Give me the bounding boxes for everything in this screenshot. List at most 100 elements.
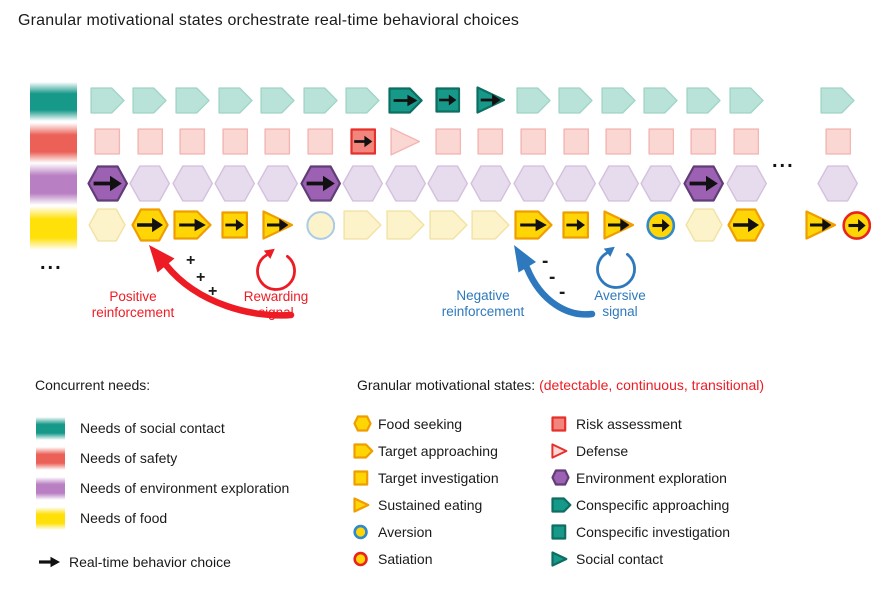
pentagon-shape xyxy=(686,86,721,114)
state-circle-faint xyxy=(299,206,342,244)
need-label: Needs of food xyxy=(80,510,168,526)
hexagon-shape xyxy=(86,164,128,202)
state-triangle-faint xyxy=(384,126,427,156)
state-label: Conspecific investigation xyxy=(576,523,731,540)
triangle-shape xyxy=(551,550,568,567)
hexagon-shape xyxy=(131,208,169,242)
plus-sign: + xyxy=(186,252,196,269)
state-pentagon-faint xyxy=(682,85,725,115)
state-pentagon-faint xyxy=(129,85,172,115)
state-pentagon-faint xyxy=(299,85,342,115)
pentagon-shape xyxy=(820,86,856,114)
pentagon-shape xyxy=(345,86,381,114)
aversive-signal-arrowhead xyxy=(603,246,615,257)
hexagon-shape xyxy=(727,208,765,242)
timeline-row-environment-exploration-tail xyxy=(796,163,880,203)
legend-state-item: Conspecific investigation xyxy=(551,518,730,545)
square-shape xyxy=(222,127,248,155)
square-shape xyxy=(221,211,249,239)
square-shape xyxy=(353,469,369,486)
pentagon-shape xyxy=(173,210,212,240)
legend-state-item: Target approaching xyxy=(353,437,499,464)
triangle-shape xyxy=(390,126,421,156)
pentagon-shape xyxy=(217,86,253,114)
minus-sign: - xyxy=(542,251,549,272)
hexagon-shape xyxy=(385,164,426,202)
state-hexagon-faint xyxy=(597,163,640,203)
hexagon-shape xyxy=(683,164,724,202)
state-pentagon-faint xyxy=(86,85,129,115)
state-label: Satiation xyxy=(378,550,433,567)
minus-sign: - xyxy=(559,282,566,303)
ellipsis-bottom-left: ... xyxy=(40,252,63,274)
pentagon-shape xyxy=(132,86,168,114)
legend-states-column-2: Risk assessment Defense Environment explor… xyxy=(551,410,730,572)
state-pentagon-faint xyxy=(384,206,427,244)
state-pentagon-faint xyxy=(512,85,555,115)
aversion-icon xyxy=(353,524,375,540)
triangle-shape xyxy=(603,210,634,240)
square-shape xyxy=(520,127,547,155)
state-square-active xyxy=(342,126,385,156)
timeline-row-food-tail xyxy=(796,206,880,244)
pentagon-shape xyxy=(388,86,423,114)
square-shape xyxy=(179,127,206,155)
state-square-active xyxy=(214,206,257,244)
state-square-faint xyxy=(512,126,555,156)
state-label: Environment exploration xyxy=(576,469,727,486)
sustained-eating-icon xyxy=(353,496,375,513)
hexagon-shape xyxy=(551,469,570,486)
state-square-faint xyxy=(555,126,598,156)
circle-shape xyxy=(841,210,871,240)
state-pentagon-faint xyxy=(555,85,598,115)
circle-shape xyxy=(353,551,368,566)
hexagon-shape xyxy=(555,164,597,202)
state-square-faint xyxy=(725,126,768,156)
needs-of-food-swatch xyxy=(36,506,65,530)
state-pentagon-faint xyxy=(640,85,683,115)
state-label: Target investigation xyxy=(378,469,499,486)
legend-state-item: Environment exploration xyxy=(551,464,730,491)
pentagon-shape xyxy=(175,86,210,114)
legend-state-item: Food seeking xyxy=(353,410,499,437)
hexagon-shape xyxy=(427,164,469,202)
pentagon-shape xyxy=(353,442,374,459)
state-square-faint xyxy=(640,126,683,156)
minus-sign: - xyxy=(549,267,556,288)
pentagon-shape xyxy=(303,86,338,114)
needs-of-environment-exploration-swatch xyxy=(36,476,65,500)
hexagon-shape xyxy=(598,164,639,202)
state-square-faint xyxy=(427,126,470,156)
food-seeking-icon xyxy=(353,415,375,432)
state-square-faint xyxy=(682,126,725,156)
state-hexagon-faint xyxy=(384,163,427,203)
state-label: Social contact xyxy=(576,550,664,567)
positive-reinforcement-label: Positive reinforcement xyxy=(91,289,175,320)
state-square-faint xyxy=(214,126,257,156)
conspecific-investigation-icon xyxy=(551,523,573,540)
pentagon-shape xyxy=(260,86,295,114)
pentagon-shape xyxy=(558,86,593,114)
plus-sign: + xyxy=(196,269,206,286)
target-investigation-icon xyxy=(353,469,375,486)
state-hexagon-faint xyxy=(342,163,385,203)
state-hexagon-faint xyxy=(256,163,299,203)
target-approaching-icon xyxy=(353,442,375,459)
hexagon-shape xyxy=(725,164,767,202)
state-triangle-active xyxy=(597,206,640,244)
pentagon-shape xyxy=(551,496,572,513)
square-shape xyxy=(551,415,567,432)
pentagon-shape xyxy=(516,86,551,114)
behavior-choice-label: Real-time behavior choice xyxy=(69,554,231,570)
square-shape xyxy=(605,127,632,155)
social-contact-icon xyxy=(551,550,573,567)
hexagon-shape xyxy=(684,208,723,242)
legend-need-item: Needs of food xyxy=(36,503,289,533)
state-hexagon-active xyxy=(725,206,768,244)
hexagon-shape xyxy=(470,164,511,202)
state-label: Target approaching xyxy=(378,442,498,459)
square-shape xyxy=(435,87,461,113)
legend-state-item: Conspecific approaching xyxy=(551,491,730,518)
aversive-signal-loop xyxy=(596,251,636,289)
